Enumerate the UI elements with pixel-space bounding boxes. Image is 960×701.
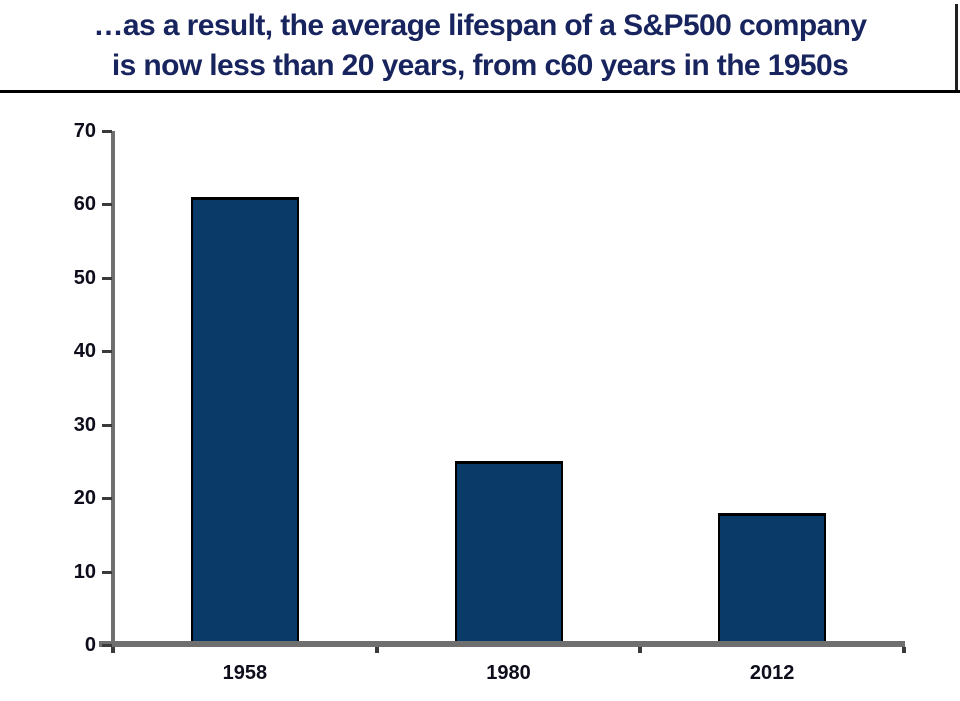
chart-title-line-2: is now less than 20 years, from c60 year…	[111, 49, 849, 82]
bar-2012	[718, 512, 827, 645]
y-axis-tick	[102, 130, 112, 133]
y-axis-tick	[102, 644, 112, 647]
y-axis-tick	[102, 570, 112, 574]
y-axis-tick	[102, 497, 112, 501]
title-separator-line	[0, 90, 960, 93]
bar-1958	[190, 197, 299, 645]
chart-title-line-1: …as a result, the average lifespan of a …	[93, 9, 868, 42]
y-axis-tick-label: 20	[73, 487, 96, 510]
y-axis-tick-label: 40	[73, 340, 96, 363]
x-axis-label-1980: 1980	[486, 662, 531, 684]
y-axis-tick-label: 10	[73, 560, 96, 583]
x-axis-tick	[111, 647, 115, 653]
y-axis-tick	[102, 203, 112, 207]
y-axis-tick-label: 50	[73, 266, 96, 289]
x-axis-tick	[374, 647, 379, 653]
scan-artifact-line	[955, 4, 958, 90]
y-axis-tick-label: 70	[73, 120, 96, 142]
y-axis-tick	[102, 276, 112, 280]
y-axis-tick	[102, 350, 112, 354]
x-axis-label-1958: 1958	[222, 662, 268, 684]
x-axis-tick	[638, 647, 643, 653]
y-axis-line	[111, 131, 115, 647]
x-axis-line	[99, 641, 905, 647]
y-axis-tick	[102, 423, 112, 427]
y-axis-tick-label: 60	[73, 193, 96, 216]
bar-1980	[454, 461, 563, 645]
y-axis-tick-label: 30	[73, 413, 96, 436]
y-axis-tick-label: 0	[84, 634, 96, 656]
chart-title: …as a result, the average lifespan of a …	[0, 6, 960, 86]
x-axis-label-2012: 2012	[749, 662, 795, 684]
x-axis-tick	[902, 647, 906, 653]
